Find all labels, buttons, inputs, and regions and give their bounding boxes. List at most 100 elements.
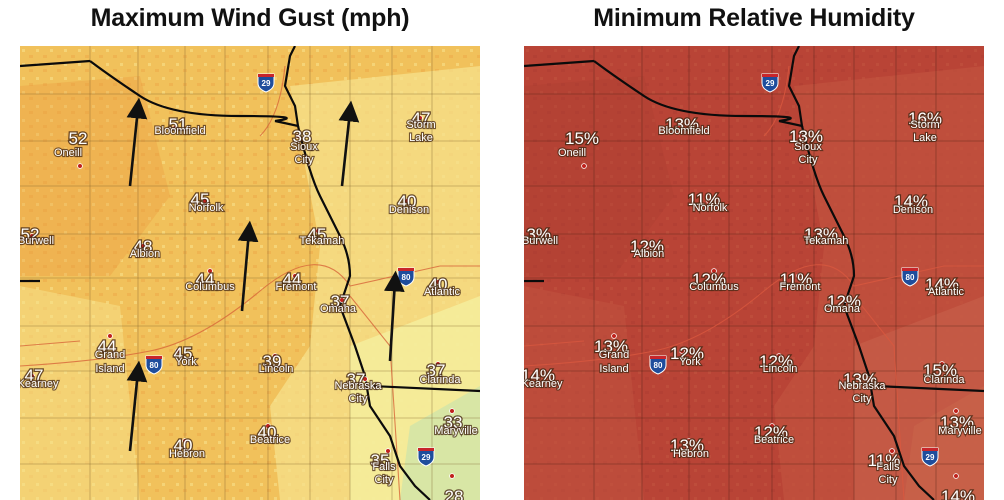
station-grand-island: 13%Grand Island [593, 333, 630, 376]
station-value: 37 [331, 292, 350, 311]
station-dot [449, 408, 455, 414]
station-dot [385, 448, 391, 454]
interstate-shield-icon: 80 [145, 355, 163, 375]
station-dot [77, 163, 83, 169]
city-name: Columbus [185, 281, 235, 293]
station-value: 13% [940, 413, 974, 432]
station-omaha: 12%Omaha [823, 291, 862, 316]
station-dot [172, 125, 178, 131]
station-dot [776, 353, 782, 359]
shading-region [524, 76, 674, 276]
shading-region [524, 286, 644, 500]
station-value: 13% [670, 436, 704, 455]
station-york: 12%York [669, 343, 706, 369]
wind-arrow-icon [338, 100, 360, 187]
station-unlabeled: 28 [443, 473, 465, 500]
humidity-title: Minimum Relative Humidity [593, 4, 915, 32]
station-dot [362, 376, 368, 382]
city-name: York [175, 356, 197, 368]
city-name: Burwell [20, 235, 54, 247]
station-dot [339, 297, 345, 303]
station-atlantic: 14%Atlantic [924, 274, 966, 299]
city-name: Denison [893, 204, 933, 216]
station-value: 40 [429, 275, 448, 294]
station-tekamah: 13%Tekamah [803, 224, 850, 248]
city-name-line2: Lake [913, 132, 937, 144]
station-value: 44 [196, 270, 215, 289]
station-value: 40 [174, 436, 193, 455]
city-name: Hebron [169, 448, 205, 460]
station-value: 28 [445, 487, 464, 500]
station-value: 45 [174, 344, 193, 363]
interstate-shield-icon: 29 [417, 447, 435, 467]
station-dot [533, 233, 539, 239]
station-value: 12% [754, 423, 788, 442]
station-dot [140, 243, 146, 249]
station-dot [676, 125, 682, 131]
station-dot [435, 361, 441, 367]
station-denison: 14%Denison [892, 191, 935, 217]
station-value: 14% [524, 366, 555, 385]
shading-region [904, 386, 984, 500]
station-albion: 12%Albion [629, 236, 666, 261]
station-dot [796, 273, 802, 279]
station-value: 13% [843, 370, 877, 389]
city-name-line2: City [799, 154, 818, 166]
station-value: 14% [941, 487, 975, 500]
city-name: Hebron [673, 448, 709, 460]
city-name: Storm [406, 119, 435, 131]
station-value: 45 [308, 225, 327, 244]
city-name: Oneill [54, 147, 82, 159]
city-name: Clarinda [924, 374, 966, 386]
station-dot [315, 228, 321, 234]
station-norfolk: 11%Norfolk [686, 189, 729, 215]
station-value: 14% [894, 192, 928, 211]
city-name: Falls [876, 461, 900, 473]
station-value: 47 [25, 366, 44, 385]
station-columbus: 12%Columbus [688, 268, 740, 294]
city-name: Sioux [290, 141, 318, 153]
station-value: 11% [688, 190, 721, 209]
wind-arrow-icon [383, 270, 405, 362]
interstate-shield-icon: 29 [257, 73, 275, 93]
station-dot [417, 115, 423, 121]
station-dot [679, 348, 685, 354]
station-dot [866, 376, 872, 382]
station-value: 35 [371, 451, 390, 470]
city-name-line2: Island [599, 363, 628, 375]
station-value: 13% [594, 337, 628, 356]
city-name: Sioux [794, 141, 822, 153]
station-dot [769, 423, 775, 429]
station-dot [686, 438, 692, 444]
station-dot [533, 373, 539, 379]
city-name: Albion [634, 248, 665, 260]
city-name: Nebraska [838, 380, 886, 392]
city-name: Nebraska [334, 380, 382, 392]
city-name: Lincoln [259, 363, 294, 375]
station-value: 52 [21, 225, 40, 244]
station-value: 12% [670, 344, 704, 363]
interstate-shield-icon: 80 [397, 267, 415, 287]
interstate-shield-icon: 29 [921, 447, 939, 467]
station-dot [953, 408, 959, 414]
station-value: 12% [759, 352, 793, 371]
station-dot [207, 268, 213, 274]
city-name: Omaha [320, 303, 357, 315]
station-value: 48 [134, 237, 153, 256]
station-value: 52 [69, 129, 88, 148]
shading-region [20, 76, 170, 276]
station-dot [182, 438, 188, 444]
station-bloomfield: 13%Bloomfield [657, 114, 711, 138]
